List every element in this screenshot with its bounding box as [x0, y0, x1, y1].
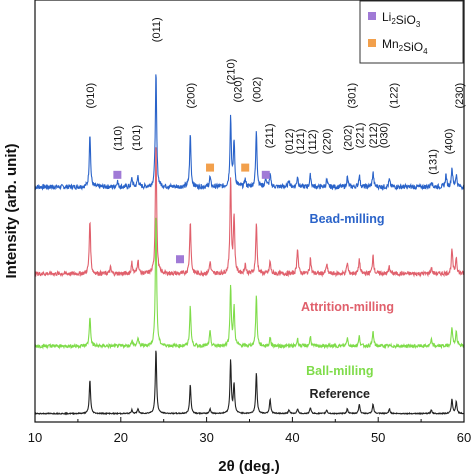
x-tick-label: 60 — [457, 430, 471, 445]
legend-marker — [368, 39, 376, 47]
x-axis-title: 2θ (deg.) — [218, 458, 279, 474]
hkl-label: (211) — [264, 123, 276, 148]
legend-box — [359, 0, 464, 64]
phase-marker-li2sio3 — [176, 255, 185, 264]
hkl-label: (011) — [151, 17, 163, 42]
hkl-label: (012) — [284, 129, 296, 155]
hkl-label: (220) — [322, 129, 334, 155]
hkl-label: (122) — [389, 83, 401, 109]
legend-marker — [368, 12, 376, 20]
hkl-label: (400) — [444, 129, 456, 155]
y-axis-title: Intensity (arb. unit) — [3, 143, 20, 278]
hkl-label: (002) — [251, 77, 263, 103]
hkl-label: (131) — [427, 149, 439, 175]
hkl-label: (112) — [307, 129, 319, 154]
series-line-bead-milling — [34, 74, 465, 192]
series-label-bead-milling: Bead-milling — [310, 212, 385, 226]
x-tick-label: 50 — [371, 430, 385, 445]
legend-entry-li2sio3: Li2SiO3 — [382, 10, 421, 29]
series-line-attrition-milling — [34, 147, 465, 278]
legend: Li2SiO3 Mn2SiO4 — [359, 0, 464, 64]
x-tick-label: 40 — [285, 430, 299, 445]
hkl-label: (101) — [131, 125, 143, 151]
legend-entry-mn2sio4: Mn2SiO4 — [382, 37, 428, 56]
x-axis: 10 20 30 40 50 60 — [28, 417, 471, 445]
hkl-label: (200) — [185, 83, 197, 109]
hkl-label: (020) — [233, 77, 245, 103]
hkl-label: (212) — [368, 123, 380, 149]
hkl-label: (110) — [112, 126, 124, 151]
series-line-ball-milling — [34, 217, 465, 350]
hkl-label: (230) — [454, 83, 466, 109]
phase-marker-mn2sio4 — [241, 163, 250, 172]
hkl-label: (030) — [378, 123, 390, 149]
series-label-ball-milling: Ball-milling — [306, 364, 373, 378]
series-line-reference — [34, 350, 465, 416]
plot-area: Bead-milling Attrition-milling Ball-millin… — [34, 17, 466, 416]
x-tick-label: 20 — [114, 430, 128, 445]
phase-marker-mn2sio4 — [206, 163, 215, 172]
series-label-reference: Reference — [310, 387, 370, 401]
hkl-label: (202) — [342, 125, 354, 151]
hkl-label: (010) — [85, 83, 97, 109]
hkl-label: (210) — [226, 59, 238, 85]
x-tick-label: 10 — [28, 430, 42, 445]
x-tick-label: 30 — [199, 430, 213, 445]
hkl-label: (121) — [295, 129, 307, 155]
phase-marker-li2sio3 — [261, 170, 270, 179]
hkl-label: (301) — [347, 83, 359, 109]
hkl-label: (221) — [354, 123, 366, 149]
series-label-attrition-milling: Attrition-milling — [301, 300, 394, 314]
phase-marker-li2sio3 — [113, 170, 122, 179]
